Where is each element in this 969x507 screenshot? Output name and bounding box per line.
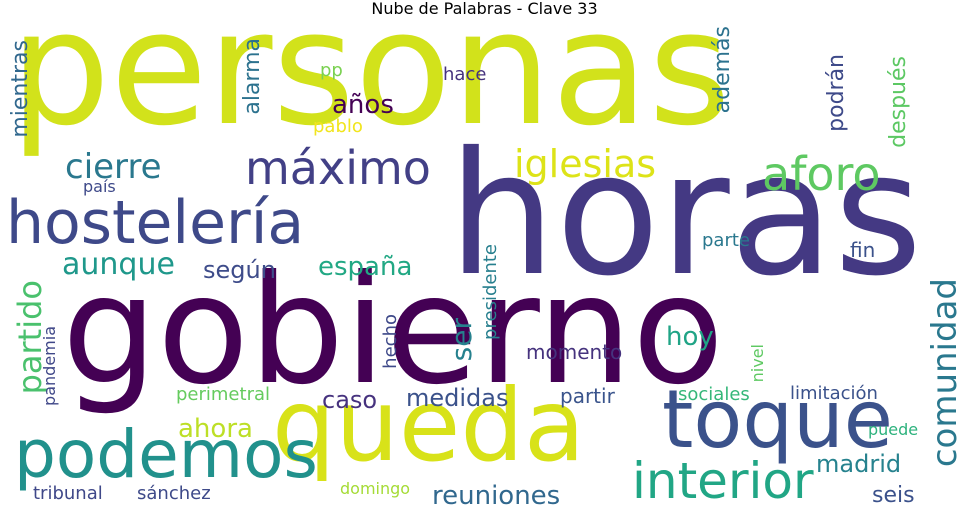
word-interior: interior (632, 452, 814, 507)
word-horas: horas (448, 116, 923, 314)
word-ahora: ahora (178, 414, 253, 444)
word-aunque: aunque (62, 247, 175, 282)
word-hace: hace (443, 64, 487, 85)
word-podran: podrán (824, 54, 849, 132)
chart-title: Nube de Palabras - Clave 33 (371, 0, 598, 18)
word-maximo: máximo (245, 141, 431, 195)
word-mientras: mientras (8, 40, 33, 138)
word-ser: ser (445, 318, 478, 362)
word-queda: queda (272, 367, 586, 484)
word-partir: partir (560, 384, 615, 408)
word-pp: pp (320, 60, 343, 81)
word-pablo: pablo (313, 116, 363, 137)
word-cloud: personas horas gobierno queda toque pode… (0, 18, 969, 507)
word-aforo: aforo (762, 147, 881, 201)
word-espana: españa (318, 252, 413, 282)
word-nivel: nivel (748, 344, 767, 383)
word-segun: según (203, 256, 276, 284)
word-puede: puede (868, 420, 919, 439)
word-reuniones: reuniones (432, 481, 561, 507)
word-cierre: cierre (65, 147, 162, 187)
word-perimetral: perimetral (176, 384, 270, 405)
word-seis: seis (872, 483, 915, 507)
word-tribunal: tribunal (33, 483, 103, 504)
word-hoy: hoy (666, 322, 714, 352)
word-fin: fin (850, 238, 876, 262)
word-hosteleria: hostelería (6, 188, 305, 258)
word-parte: parte (702, 230, 750, 251)
word-madrid: madrid (816, 450, 902, 478)
word-pais: país (83, 177, 116, 196)
word-gobierno: gobierno (62, 244, 725, 418)
word-personas: personas (10, 18, 731, 161)
word-anos: años (332, 90, 394, 120)
word-sociales: sociales (678, 384, 750, 405)
word-caso: caso (322, 386, 378, 414)
word-despues: después (886, 56, 911, 148)
word-iglesias: iglesias (514, 142, 657, 186)
word-domingo: domingo (340, 479, 411, 498)
word-momento: momento (526, 340, 623, 364)
word-toque: toque (662, 373, 894, 466)
word-hecho: hecho (380, 314, 401, 369)
word-pandemia: pandemia (40, 326, 59, 406)
word-presidente: presidente (480, 244, 501, 340)
word-sanchez: sánchez (137, 483, 211, 504)
word-medidas: medidas (406, 384, 509, 412)
word-comunidad: comunidad (925, 278, 965, 468)
word-ademas: además (710, 26, 735, 114)
word-alarma: alarma (240, 38, 265, 115)
word-limitacion: limitación (790, 383, 878, 404)
word-podemos: podemos (14, 416, 318, 493)
